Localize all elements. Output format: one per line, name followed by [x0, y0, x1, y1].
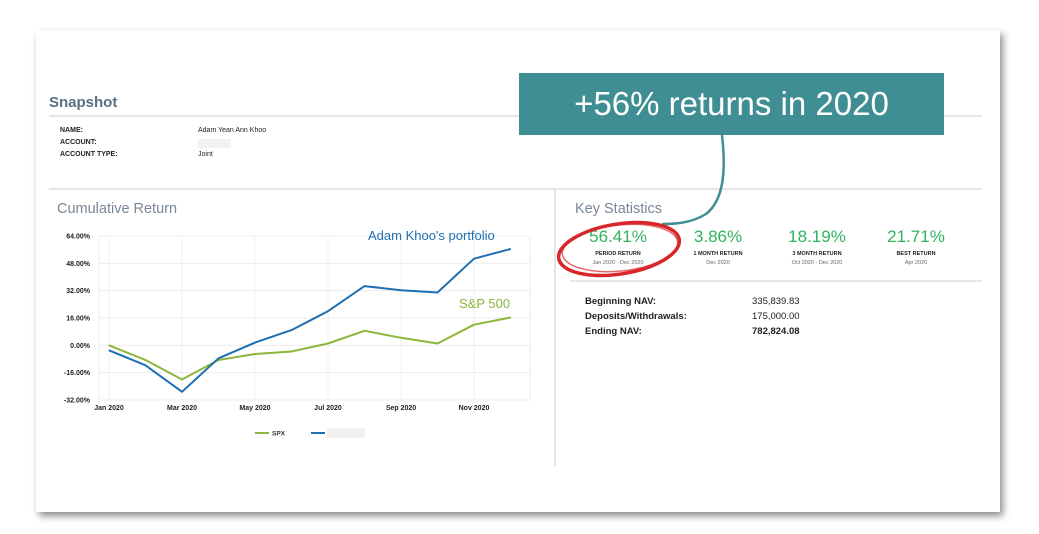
ending-nav-label: Ending NAV:: [585, 326, 642, 337]
data-point: [363, 285, 366, 287]
stat-best-return: 21.71% BEST RETURN Apr 2020: [861, 227, 971, 266]
y-tick-label: 32.00%: [66, 288, 91, 295]
data-point: [327, 342, 329, 345]
data-point: [108, 344, 110, 346]
cumulative-return-chart: 64.00% 48.00% 32.00% 16.00% 0.00% -16.00% -32.…: [64, 228, 531, 438]
series-line-spx: [108, 316, 511, 381]
account-label: ACCOUNT:: [60, 139, 97, 146]
data-point: [254, 342, 256, 344]
beginning-nav-value: 335,839.83: [752, 296, 800, 307]
data-point: [327, 310, 329, 312]
data-point: [436, 291, 439, 294]
y-tick-label: -16.00%: [64, 370, 91, 377]
snapshot-title: Snapshot: [49, 94, 118, 111]
y-tick-label: 16.00%: [66, 316, 91, 323]
cumulative-return-title: Cumulative Return: [57, 201, 178, 217]
chart-legend: SPX: [255, 428, 365, 438]
stat-period: Dec 2020: [706, 260, 730, 266]
stat-value: 56.41%: [589, 227, 647, 246]
data-point: [363, 330, 366, 332]
stat-label: PERIOD RETURN: [595, 251, 641, 257]
column-divider: [554, 190, 556, 466]
series-line-portfolio: [108, 248, 511, 393]
stat-period: Jan 2020 - Dec 2020: [592, 260, 644, 266]
stat-period-return: 56.41% PERIOD RETURN Jan 2020 - Dec 2020: [563, 227, 673, 266]
x-tick-label: May 2020: [239, 405, 270, 412]
chart-series: [108, 248, 512, 393]
key-statistics-title: Key Statistics: [575, 201, 663, 217]
portfolio-annotation: Adam Khoo's portfolio: [368, 228, 495, 243]
data-point: [217, 357, 220, 359]
data-point: [509, 248, 512, 250]
deposits-withdrawals-value: 175,000.00: [752, 311, 800, 322]
name-value: Adam Yean Ann Khoo: [198, 127, 267, 134]
data-point: [181, 378, 183, 381]
name-label: NAME:: [60, 127, 83, 134]
stat-value: 21.71%: [887, 227, 945, 246]
stat-label: 1 MONTH RETURN: [693, 251, 743, 257]
section-divider: [49, 188, 982, 190]
stat-period: Oct 2020 - Dec 2020: [791, 260, 843, 266]
legend-label-redacted: [327, 428, 365, 438]
x-tick-label: Jul 2020: [314, 405, 342, 412]
data-point: [144, 364, 147, 366]
x-tick-label: Sep 2020: [386, 405, 416, 412]
beginning-nav-label: Beginning NAV:: [585, 296, 657, 307]
data-point: [290, 329, 293, 331]
x-axis-ticks: Jan 2020 Mar 2020 May 2020 Jul 2020 Sep 2020…: [94, 405, 489, 412]
stat-1-month-return: 3.86% 1 MONTH RETURN Dec 2020: [663, 227, 773, 266]
returns-callout: +56% returns in 2020: [519, 73, 944, 135]
snapshot-divider: [49, 115, 982, 117]
deposits-withdrawals-label: Deposits/Withdrawals:: [585, 311, 687, 322]
ending-nav-value: 782,824.08: [752, 326, 800, 337]
y-axis-ticks: 64.00% 48.00% 32.00% 16.00% 0.00% -16.00% -32.…: [64, 234, 91, 405]
x-tick-label: Jan 2020: [94, 405, 124, 412]
account-type-value: Joint: [198, 151, 213, 158]
sp500-annotation: S&P 500: [459, 296, 510, 311]
x-tick-label: Nov 2020: [459, 405, 490, 412]
data-point: [108, 349, 110, 351]
data-point: [181, 391, 183, 393]
stats-divider: [570, 280, 982, 282]
data-point: [509, 316, 512, 319]
data-point: [400, 289, 402, 291]
stat-value: 18.19%: [788, 227, 846, 246]
y-tick-label: -32.00%: [64, 398, 91, 405]
data-point: [473, 324, 475, 326]
stat-label: 3 MONTH RETURN: [792, 251, 842, 257]
data-point: [254, 353, 256, 355]
stat-label: BEST RETURN: [896, 251, 936, 257]
chart-gridlines: [98, 235, 531, 401]
data-point: [436, 342, 439, 345]
y-tick-label: 0.00%: [70, 343, 91, 350]
data-point: [144, 359, 147, 361]
legend-label-spx: SPX: [272, 431, 286, 438]
stat-3-month-return: 18.19% 3 MONTH RETURN Oct 2020 - Dec 202…: [762, 227, 872, 266]
data-point: [400, 337, 402, 339]
y-tick-label: 48.00%: [66, 261, 91, 268]
data-point: [473, 258, 475, 260]
account-type-label: ACCOUNT TYPE:: [60, 151, 118, 158]
x-tick-label: Mar 2020: [167, 405, 197, 412]
stat-value: 3.86%: [693, 227, 743, 246]
data-point: [290, 350, 293, 353]
account-value-redacted: [198, 139, 231, 148]
stat-period: Apr 2020: [904, 260, 928, 266]
y-tick-label: 64.00%: [66, 234, 91, 241]
